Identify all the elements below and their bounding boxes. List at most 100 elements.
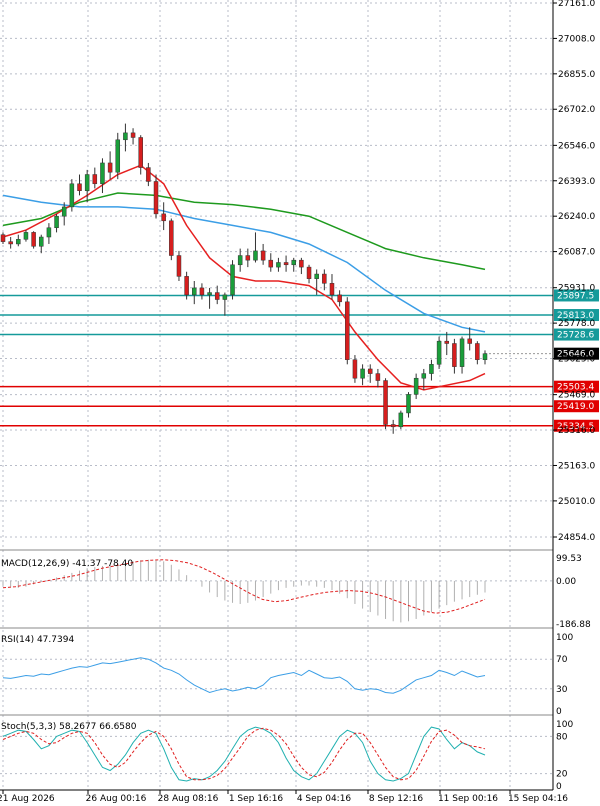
level-label-bg <box>554 309 599 322</box>
time-tick-label: 21 Aug 2026 <box>0 794 55 804</box>
candle-body <box>92 174 98 185</box>
candle-body <box>398 412 404 428</box>
candle-body <box>276 262 281 268</box>
level-label: 25813.0 <box>557 311 594 321</box>
candle-body <box>16 239 21 245</box>
stoch-tick-label: 100 <box>556 720 573 730</box>
price-tick-label: 26855.0 <box>558 70 595 80</box>
price-tick-label: 26702.0 <box>558 105 595 115</box>
price-tick-label: 25625.0 <box>558 355 595 365</box>
time-tick-label: 1 Sep 16:16 <box>229 794 284 804</box>
price-tick-label: 26546.0 <box>558 141 595 151</box>
price-tick-label: 25778.0 <box>558 319 595 329</box>
macd-tick-label: 99.53 <box>556 554 582 564</box>
candle-body <box>360 368 365 379</box>
rsi-label: RSI(14) 47.7394 <box>1 635 74 645</box>
candle-body <box>375 373 381 381</box>
macd-tick-label: 0.00 <box>556 577 576 587</box>
candle-body <box>23 232 29 240</box>
candle-body <box>337 294 342 303</box>
candle-body <box>39 236 44 247</box>
candle-body <box>230 264 235 296</box>
candle-body <box>123 132 128 141</box>
level-label: 25897.5 <box>557 291 594 301</box>
candle-body <box>100 162 105 185</box>
candle-body <box>245 255 251 261</box>
stoch-k-line <box>2 726 486 782</box>
candle-body <box>268 259 274 268</box>
macd-tick-label: -186.88 <box>556 620 591 630</box>
candle-body <box>482 353 488 360</box>
price-tick-label: 26240.0 <box>558 212 595 222</box>
price-tick-label: 25163.0 <box>558 461 595 471</box>
candle-body <box>283 262 289 266</box>
candle-body <box>413 377 419 395</box>
candle-body <box>153 181 159 215</box>
rsi-tick-label: 70 <box>556 655 568 665</box>
candle-body <box>31 232 36 247</box>
time-tick-label: 26 Aug 00:16 <box>86 794 147 804</box>
current-price-label: 25646.0 <box>557 350 594 360</box>
candle-body <box>69 183 75 208</box>
time-tick-label: 8 Sep 12:16 <box>369 794 424 804</box>
candle-body <box>421 373 427 379</box>
candle-body <box>161 213 166 222</box>
candle-body <box>436 340 442 365</box>
candle-body <box>352 359 358 379</box>
rsi-tick-label: 0 <box>556 707 562 717</box>
candle-body <box>260 250 266 261</box>
candle-body <box>61 206 67 217</box>
candle-body <box>444 340 449 344</box>
candle-body <box>253 250 258 261</box>
candle-body <box>130 132 136 138</box>
candle-body <box>475 343 480 360</box>
level-label-bg <box>554 380 599 393</box>
price-tick-label: 24854.0 <box>558 533 595 543</box>
level-label: 25419.0 <box>557 402 594 412</box>
candle-body <box>0 234 6 242</box>
current-price-label-bg <box>554 347 599 360</box>
rsi-line <box>2 657 486 694</box>
macd-signal-line <box>2 559 486 614</box>
candle-body <box>322 273 327 284</box>
candle-body <box>429 364 434 374</box>
candle-body <box>367 368 373 374</box>
candle-body <box>390 424 396 428</box>
stoch-tick-label: 80 <box>556 732 568 742</box>
rsi-tick-label: 30 <box>556 685 568 695</box>
candle-body <box>314 273 319 279</box>
price-tick-label: 25010.0 <box>558 497 595 507</box>
price-tick-label: 25931.0 <box>558 284 595 294</box>
level-label: 25503.4 <box>557 383 594 393</box>
candle-body <box>8 241 13 245</box>
level-label-bg <box>554 400 599 413</box>
price-tick-label: 25469.0 <box>558 391 595 401</box>
candle-body <box>214 292 220 300</box>
candle-body <box>467 338 472 344</box>
level-label-bg <box>554 419 599 432</box>
rsi-tick-label: 100 <box>556 633 573 643</box>
stoch-tick-label: 0 <box>556 782 562 792</box>
level-label: 25334.5 <box>557 422 594 432</box>
macd-label: MACD(12,26,9) -41.37 -78.40 <box>1 559 133 569</box>
candle-body <box>169 220 174 256</box>
candle-body <box>192 287 197 296</box>
candle-body <box>329 283 335 296</box>
candle-body <box>146 167 151 182</box>
candle-body <box>459 338 465 367</box>
price-tick-label: 27008.0 <box>558 34 595 44</box>
price-tick-label: 27161.0 <box>558 0 595 9</box>
candle-body <box>345 301 350 360</box>
ma-mid-line <box>2 194 486 333</box>
level-label: 25728.6 <box>557 331 594 341</box>
candle-body <box>452 343 457 367</box>
candle-body <box>306 266 312 279</box>
candle-body <box>291 259 296 266</box>
stoch-tick-label: 20 <box>556 770 568 780</box>
candle-body <box>222 294 228 300</box>
level-label-bg <box>554 328 599 341</box>
candle-body <box>383 380 388 425</box>
candle-body <box>299 259 304 268</box>
candle-body <box>406 394 411 414</box>
